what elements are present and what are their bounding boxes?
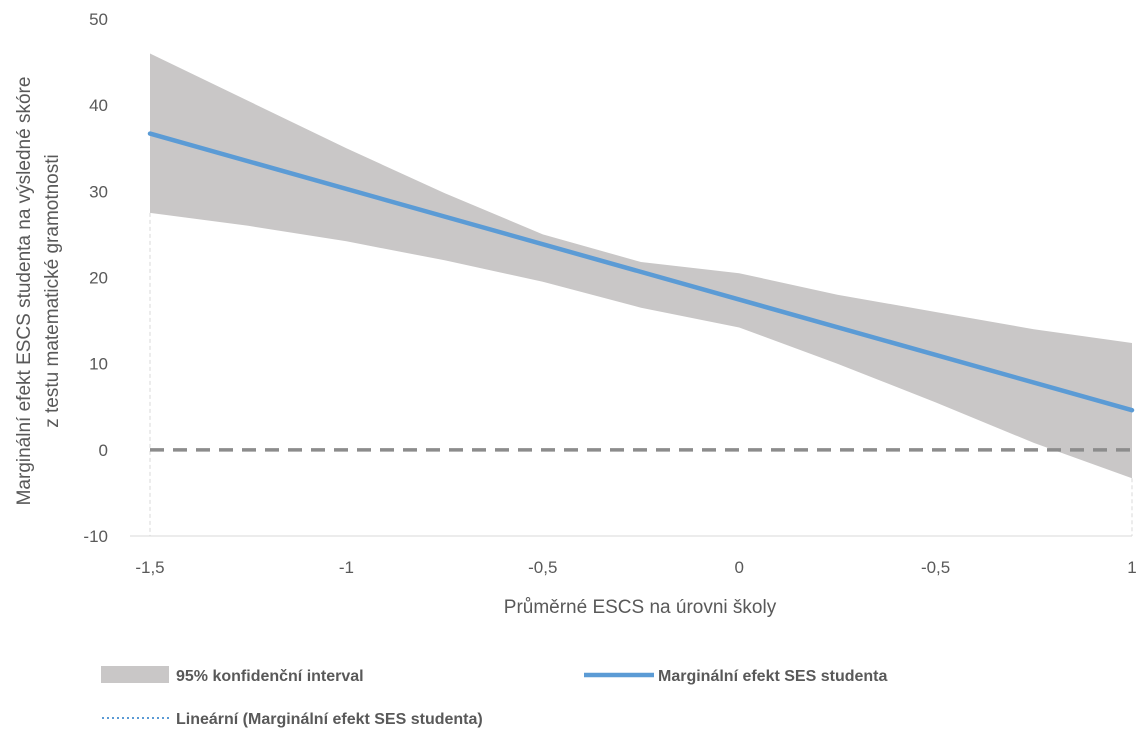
x-tick-label-1: -1 xyxy=(339,558,354,577)
x-tick-label-3: 0 xyxy=(734,558,743,577)
x-tick-label-5: 1 xyxy=(1127,558,1136,577)
confidence-band xyxy=(150,53,1132,479)
y-tick-label-5: 40 xyxy=(89,96,108,115)
y-tick-label-2: 10 xyxy=(89,355,108,374)
axes: Marginální efekt ESCS studenta na výsled… xyxy=(14,10,1137,618)
y-axis-title-line-1: Marginální efekt ESCS studenta na výsled… xyxy=(14,77,35,506)
legend: 95% konfidenční interval Marginální efek… xyxy=(101,666,887,728)
y-axis-title-line-2: z testu matematické gramotnosti xyxy=(42,154,63,428)
legend-label-ci: 95% konfidenční interval xyxy=(176,668,364,685)
x-tick-label-0: -1,5 xyxy=(135,558,164,577)
legend-swatch-ci xyxy=(101,666,169,683)
marginal-effect-line xyxy=(147,131,1135,413)
y-tick-label-6: 50 xyxy=(89,10,108,29)
y-tick-label-0: -10 xyxy=(83,527,108,546)
legend-label-trend: Lineární (Marginální efekt SES studenta) xyxy=(176,711,483,728)
y-tick-label-1: 0 xyxy=(99,441,108,460)
plot-area xyxy=(147,53,1135,536)
y-tick-label-3: 20 xyxy=(89,269,108,288)
x-tick-label-4: -0,5 xyxy=(921,558,950,577)
y-tick-label-4: 30 xyxy=(89,182,108,201)
x-axis-title: Průměrné ESCS na úrovni školy xyxy=(504,597,777,618)
legend-label-line: Marginální efekt SES studenta xyxy=(658,668,887,685)
x-tick-label-2: -0,5 xyxy=(528,558,557,577)
